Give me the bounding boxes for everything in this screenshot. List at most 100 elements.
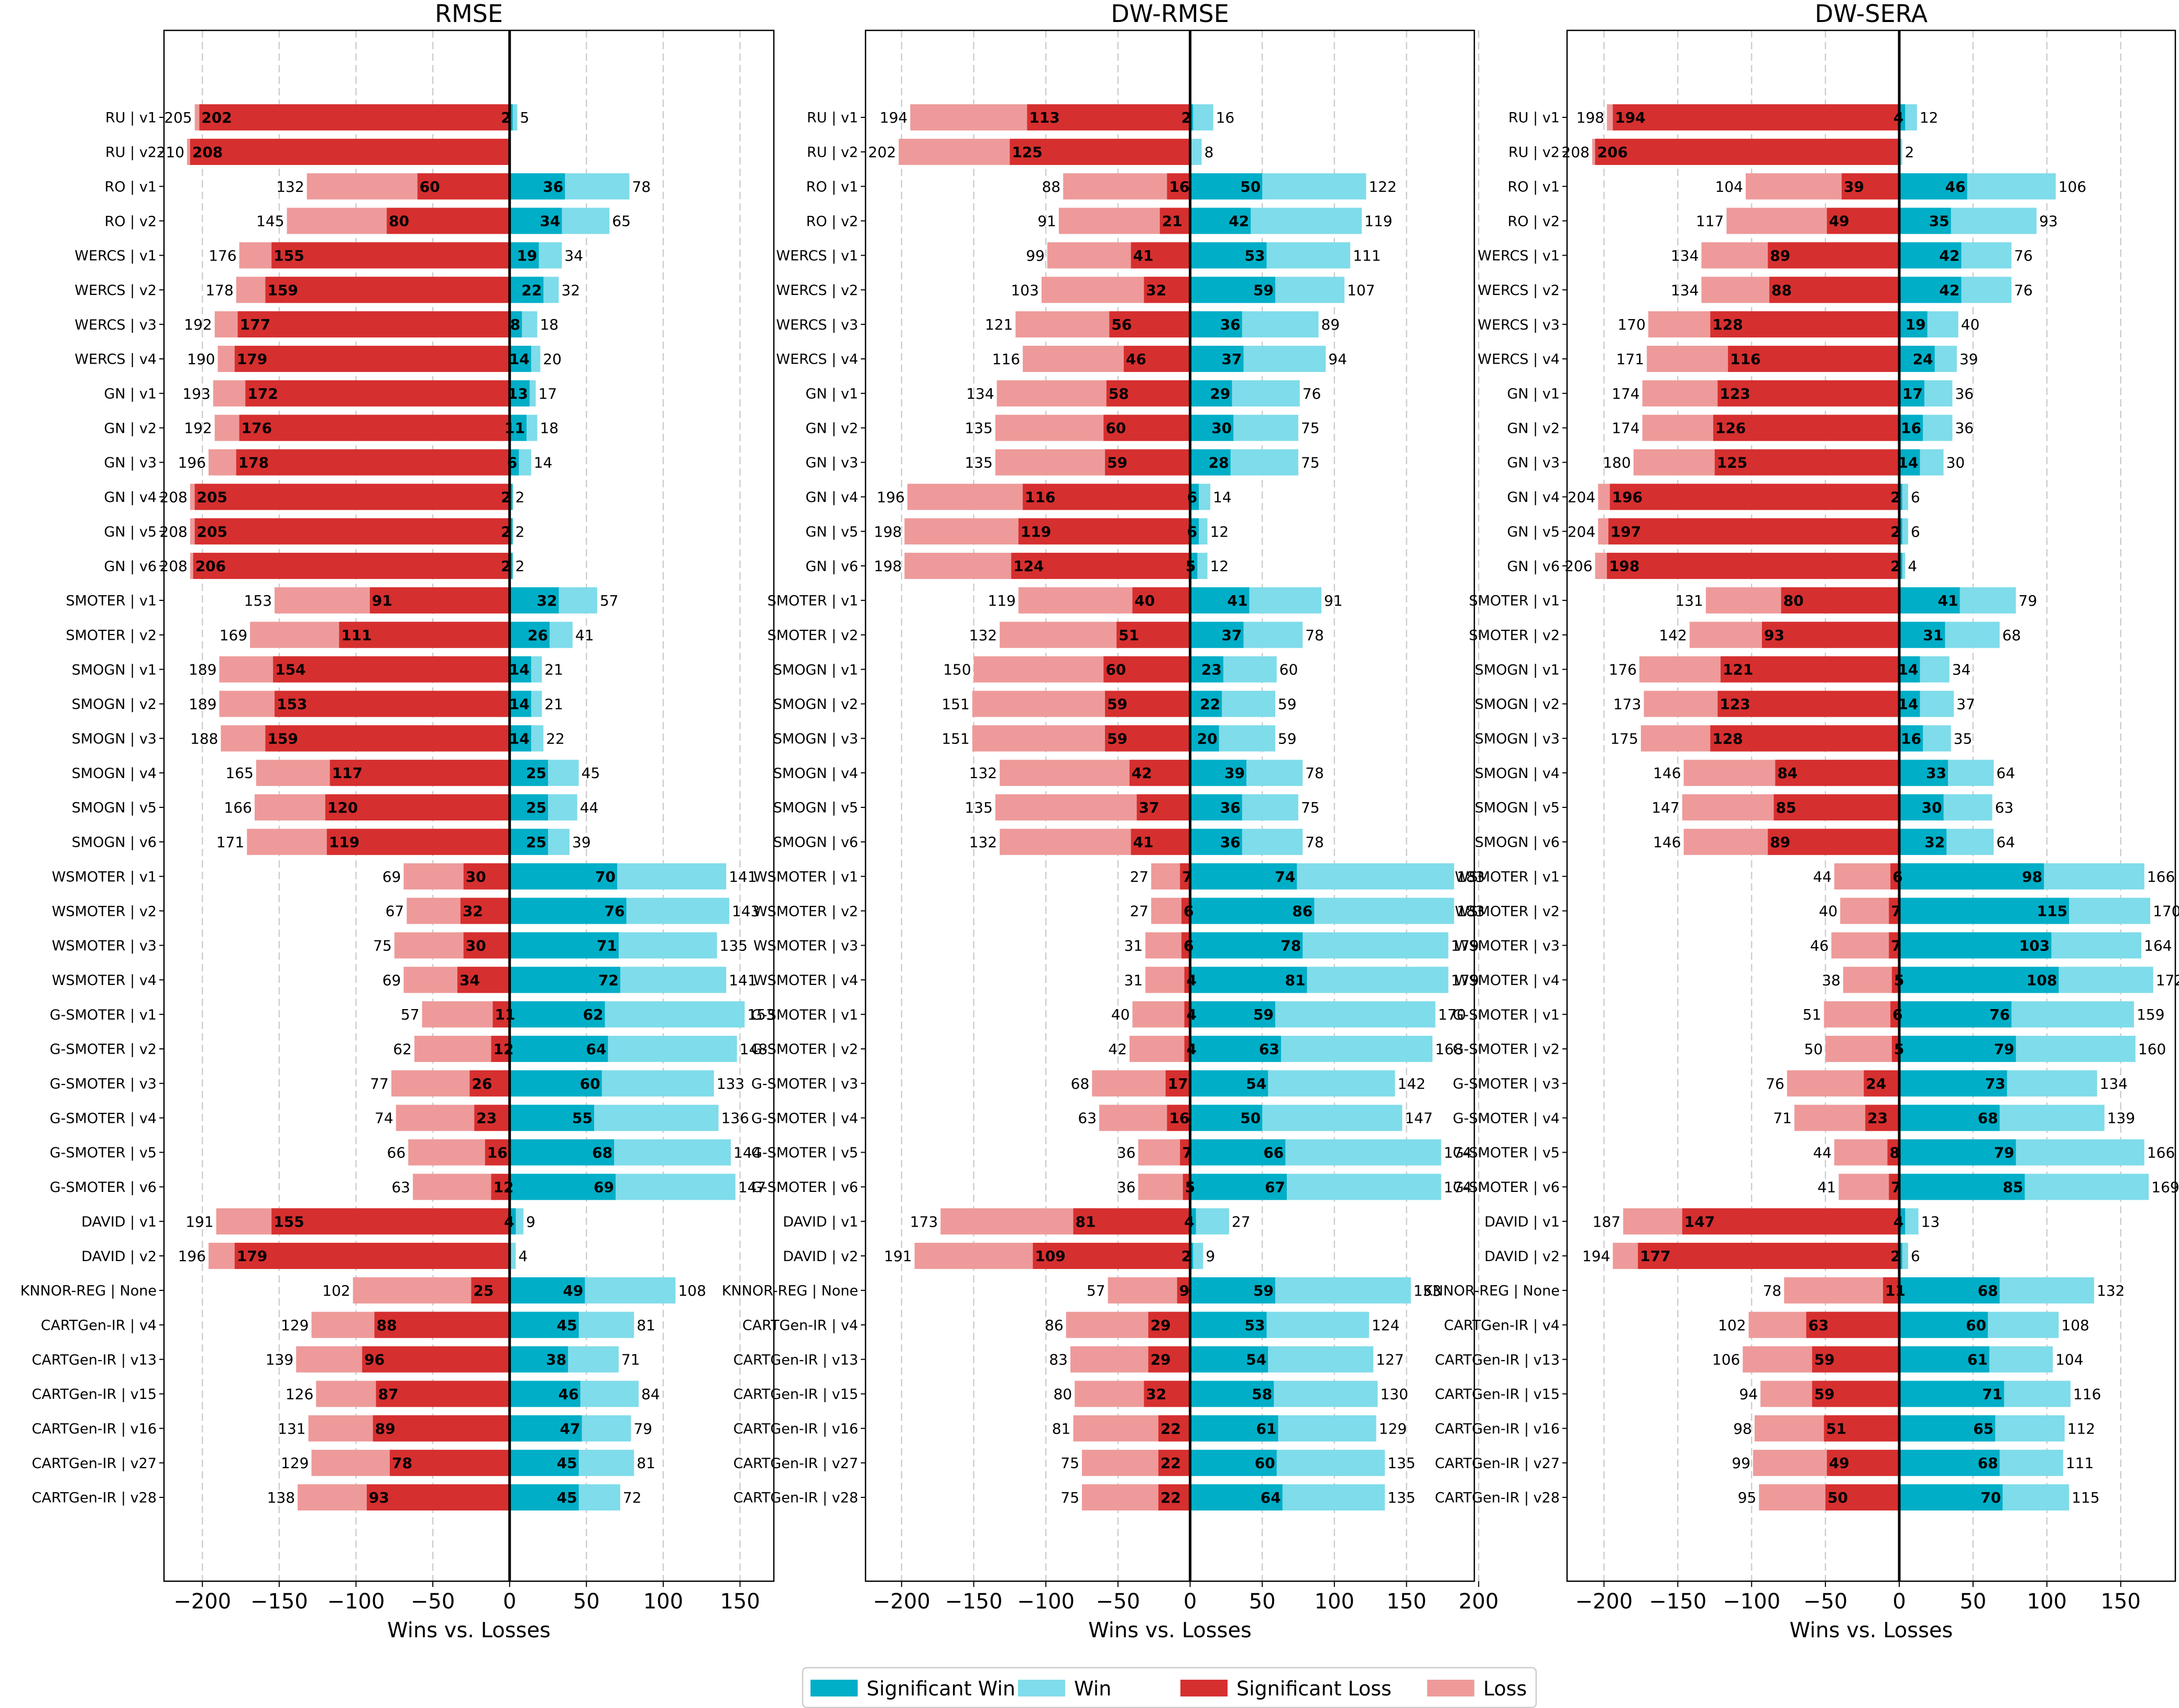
loss-value-label: 170 — [1618, 316, 1646, 333]
loss-value-label: 146 — [1653, 834, 1681, 851]
significant-win-bar — [1190, 621, 1244, 648]
category-label: CARTGen-IR | v27 — [1435, 1455, 1560, 1472]
significant-win-value-label: 23 — [1201, 661, 1222, 678]
category-label: CARTGen-IR | v13 — [733, 1352, 858, 1368]
category-label: DAVID | v2 — [1484, 1249, 1560, 1265]
legend-swatch — [811, 1680, 858, 1696]
significant-loss-value-label: 6 — [1184, 903, 1193, 920]
significant-win-value-label: 14 — [509, 730, 530, 747]
category-label: GN | v6 — [104, 559, 157, 575]
category-label: SMOGN | v4 — [72, 765, 157, 782]
significant-loss-value-label: 153 — [277, 696, 307, 713]
bar-row: 139 96 38 71 — [266, 1346, 640, 1373]
win-value-label: 147 — [738, 1178, 766, 1196]
bar-row: 210 208 — [157, 138, 510, 165]
significant-win-bar — [1899, 242, 1962, 269]
significant-win-bar — [1899, 1208, 1906, 1235]
win-value-label: 89 — [1321, 316, 1340, 333]
win-value-label: 21 — [544, 696, 563, 713]
significant-loss-value-label: 194 — [1615, 109, 1645, 126]
bar-row: 208 205 2 2 — [159, 518, 524, 545]
win-value-label: 76 — [1302, 385, 1321, 402]
bar-row: 94 59 71 116 — [1739, 1381, 2101, 1407]
significant-loss-bar — [367, 1484, 510, 1510]
significant-loss-value-label: 84 — [1777, 764, 1798, 782]
significant-loss-value-label: 91 — [372, 592, 392, 609]
bar-row: 69 34 72 141 — [382, 967, 757, 993]
significant-loss-bar — [1887, 1139, 1900, 1166]
loss-value-label: 31 — [1124, 971, 1143, 989]
significant-win-bar — [1899, 897, 2069, 924]
win-value-label: 18 — [540, 420, 559, 437]
category-label: G-SMOTER | v5 — [1453, 1145, 1560, 1161]
category-label: SMOGN | v1 — [773, 662, 858, 678]
win-value-label: 174 — [1444, 1178, 1472, 1196]
significant-loss-bar — [1826, 207, 1900, 234]
significant-loss-bar — [1010, 138, 1190, 165]
category-label: GN | v1 — [104, 386, 157, 402]
significant-win-bar — [1899, 1139, 2016, 1166]
significant-loss-bar — [1132, 587, 1190, 614]
loss-value-label: 192 — [184, 316, 212, 333]
bar-row: 99 49 68 111 — [1732, 1450, 2094, 1476]
win-value-label: 129 — [1379, 1420, 1407, 1437]
loss-value-label: 77 — [370, 1075, 389, 1092]
bar-row: 46 7 103 164 — [1810, 932, 2172, 959]
category-label: G-SMOTER | v2 — [50, 1042, 157, 1058]
loss-value-label: 99 — [1732, 1454, 1750, 1472]
win-value-label: 91 — [1324, 592, 1343, 609]
win-value-label: 2 — [516, 488, 525, 506]
win-value-label: 119 — [1364, 213, 1392, 230]
loss-value-label: 165 — [225, 764, 253, 782]
significant-win-bar — [1899, 828, 1947, 855]
significant-win-value-label: 42 — [1939, 247, 1959, 264]
bar-row: 80 32 58 130 — [1054, 1381, 1408, 1407]
significant-loss-value-label: 40 — [1134, 592, 1155, 609]
loss-bar — [1843, 967, 1900, 993]
significant-loss-bar — [1607, 553, 1900, 579]
loss-value-label: 191 — [884, 1247, 912, 1265]
category-label: G-SMOTER | v1 — [1453, 1007, 1560, 1023]
significant-win-bar — [1190, 897, 1315, 924]
significant-win-bar — [509, 1415, 582, 1442]
win-value-label: 75 — [1301, 454, 1320, 472]
category-label: CARTGen-IR | v28 — [733, 1490, 858, 1506]
significant-loss-bar — [1103, 656, 1190, 683]
significant-win-bar — [1899, 518, 1902, 545]
loss-value-label: 194 — [880, 109, 907, 126]
significant-win-bar — [1190, 242, 1267, 269]
significant-win-value-label: 68 — [1978, 1110, 1998, 1127]
loss-value-label: 119 — [988, 592, 1015, 609]
significant-loss-bar — [1167, 173, 1190, 200]
win-bar — [1190, 1208, 1229, 1235]
significant-win-value-label: 47 — [560, 1420, 581, 1437]
bar-row: 103 32 59 107 — [1011, 277, 1375, 303]
significant-win-bar — [1190, 1001, 1276, 1028]
loss-value-label: 198 — [874, 557, 902, 575]
win-value-label: 22 — [546, 730, 565, 747]
category-label: WERCS | v2 — [776, 282, 858, 299]
significant-win-value-label: 46 — [1945, 178, 1966, 195]
significant-loss-value-label: 119 — [1021, 523, 1051, 540]
bar-row: 106 59 61 104 — [1712, 1346, 2084, 1373]
bar-row: 171 116 24 39 — [1616, 345, 1978, 372]
significant-win-value-label: 42 — [1939, 281, 1959, 299]
loss-value-label: 145 — [256, 213, 284, 230]
x-tick-label: −150 — [1649, 1590, 1706, 1614]
significant-win-value-label: 76 — [605, 903, 625, 920]
loss-value-label: 129 — [281, 1454, 309, 1472]
win-value-label: 183 — [1457, 903, 1484, 920]
category-label: GN | v5 — [1507, 524, 1560, 540]
loss-value-label: 196 — [178, 1247, 206, 1265]
significant-loss-bar — [194, 518, 510, 545]
win-value-label: 169 — [2151, 1178, 2179, 1196]
significant-win-bar — [1190, 449, 1231, 476]
significant-loss-value-label: 59 — [1814, 1351, 1835, 1368]
win-value-label: 166 — [2147, 868, 2175, 885]
significant-loss-value-label: 205 — [197, 523, 227, 540]
category-label: WERCS | v2 — [74, 282, 157, 299]
significant-win-bar — [1190, 380, 1232, 407]
bar-row: 77 26 60 133 — [370, 1070, 744, 1097]
significant-loss-bar — [1865, 1104, 1900, 1131]
significant-win-bar — [1899, 1346, 1989, 1373]
